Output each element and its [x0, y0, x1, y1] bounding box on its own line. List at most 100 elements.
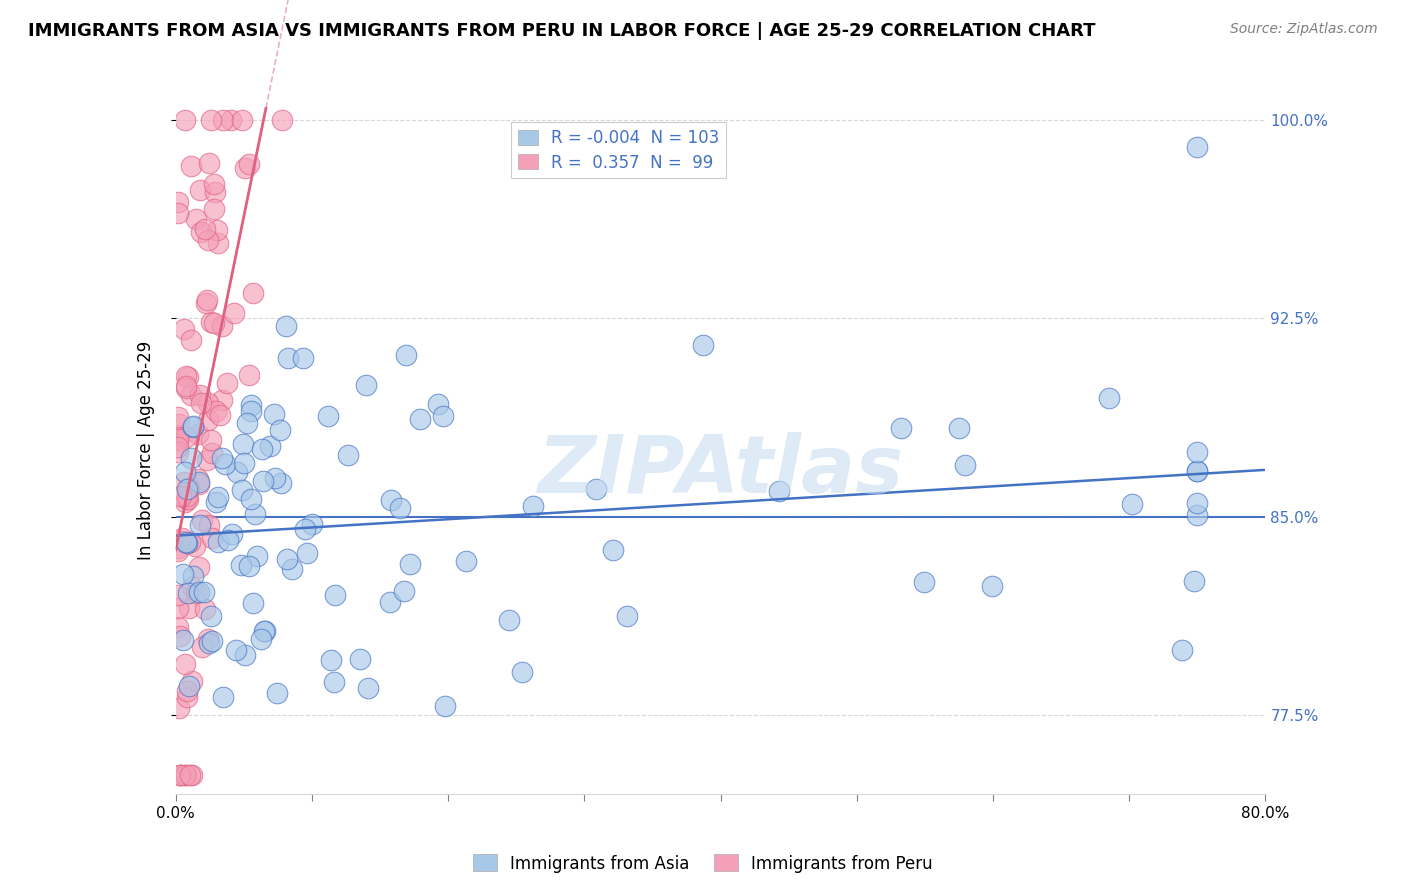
Point — [238, 157, 260, 171]
Point — [211, 392, 233, 407]
Point — [167, 417, 190, 431]
Point — [177, 679, 200, 693]
Point — [239, 398, 262, 412]
Point — [173, 475, 195, 489]
Point — [277, 351, 299, 365]
Point — [235, 161, 257, 175]
Point — [456, 554, 478, 568]
Point — [225, 642, 247, 657]
Point — [188, 517, 211, 532]
Point — [197, 395, 219, 409]
Point — [221, 527, 243, 541]
Point — [172, 566, 194, 581]
Point — [259, 439, 281, 453]
Point — [768, 484, 790, 499]
Point — [336, 448, 359, 462]
Point — [1098, 391, 1121, 405]
Point — [249, 632, 271, 646]
Point — [238, 368, 260, 382]
Point — [204, 185, 226, 199]
Point — [202, 177, 225, 191]
Point — [270, 475, 292, 490]
Point — [510, 665, 533, 680]
Point — [167, 601, 190, 615]
Point — [181, 569, 204, 583]
Point — [325, 588, 347, 602]
Point — [194, 602, 217, 616]
Text: ZIPAtlas: ZIPAtlas — [537, 432, 904, 510]
Point — [167, 700, 190, 714]
Point — [169, 629, 191, 643]
Point — [319, 653, 342, 667]
Point — [174, 381, 197, 395]
Point — [242, 597, 264, 611]
Point — [212, 113, 235, 128]
Point — [392, 584, 415, 599]
Point — [177, 481, 200, 495]
Point — [207, 235, 229, 250]
Point — [176, 489, 198, 503]
Point — [409, 412, 432, 426]
Point — [200, 608, 222, 623]
Point — [176, 492, 198, 507]
Point — [179, 601, 201, 615]
Point — [176, 482, 198, 496]
Point — [176, 536, 198, 550]
Point — [190, 513, 212, 527]
Point — [177, 585, 200, 599]
Point — [200, 113, 222, 128]
Point — [254, 624, 277, 638]
Point — [197, 518, 219, 533]
Point — [195, 293, 218, 307]
Point — [953, 458, 976, 472]
Point — [240, 404, 263, 418]
Legend: Immigrants from Asia, Immigrants from Peru: Immigrants from Asia, Immigrants from Pe… — [467, 847, 939, 880]
Point — [270, 113, 292, 128]
Point — [266, 686, 288, 700]
Point — [295, 546, 318, 560]
Point — [167, 445, 190, 459]
Point — [177, 491, 200, 506]
Y-axis label: In Labor Force | Age 25-29: In Labor Force | Age 25-29 — [136, 341, 155, 560]
Point — [316, 409, 339, 423]
Point — [169, 768, 191, 782]
Point — [195, 296, 218, 310]
Point — [232, 456, 254, 470]
Point — [172, 633, 194, 648]
Point — [194, 222, 217, 236]
Point — [219, 113, 242, 128]
Point — [176, 535, 198, 549]
Point — [240, 491, 263, 506]
Point — [231, 483, 253, 498]
Point — [276, 552, 298, 566]
Point — [380, 595, 402, 609]
Point — [205, 495, 228, 509]
Point — [197, 632, 219, 646]
Point — [616, 609, 638, 624]
Point — [169, 533, 191, 548]
Point — [180, 674, 202, 689]
Point — [167, 544, 190, 558]
Point — [186, 586, 208, 600]
Point — [184, 211, 207, 226]
Point — [191, 640, 214, 654]
Point — [197, 156, 219, 170]
Point — [174, 657, 197, 671]
Point — [238, 558, 260, 573]
Point — [301, 516, 323, 531]
Point — [948, 421, 970, 435]
Point — [170, 489, 193, 503]
Point — [169, 768, 191, 782]
Point — [585, 482, 607, 496]
Point — [1187, 496, 1209, 510]
Point — [181, 418, 204, 433]
Point — [245, 508, 267, 522]
Point — [188, 584, 211, 599]
Point — [179, 534, 201, 549]
Point — [176, 690, 198, 705]
Point — [202, 316, 225, 330]
Point — [246, 549, 269, 564]
Point — [173, 322, 195, 336]
Point — [522, 499, 544, 513]
Point — [205, 223, 228, 237]
